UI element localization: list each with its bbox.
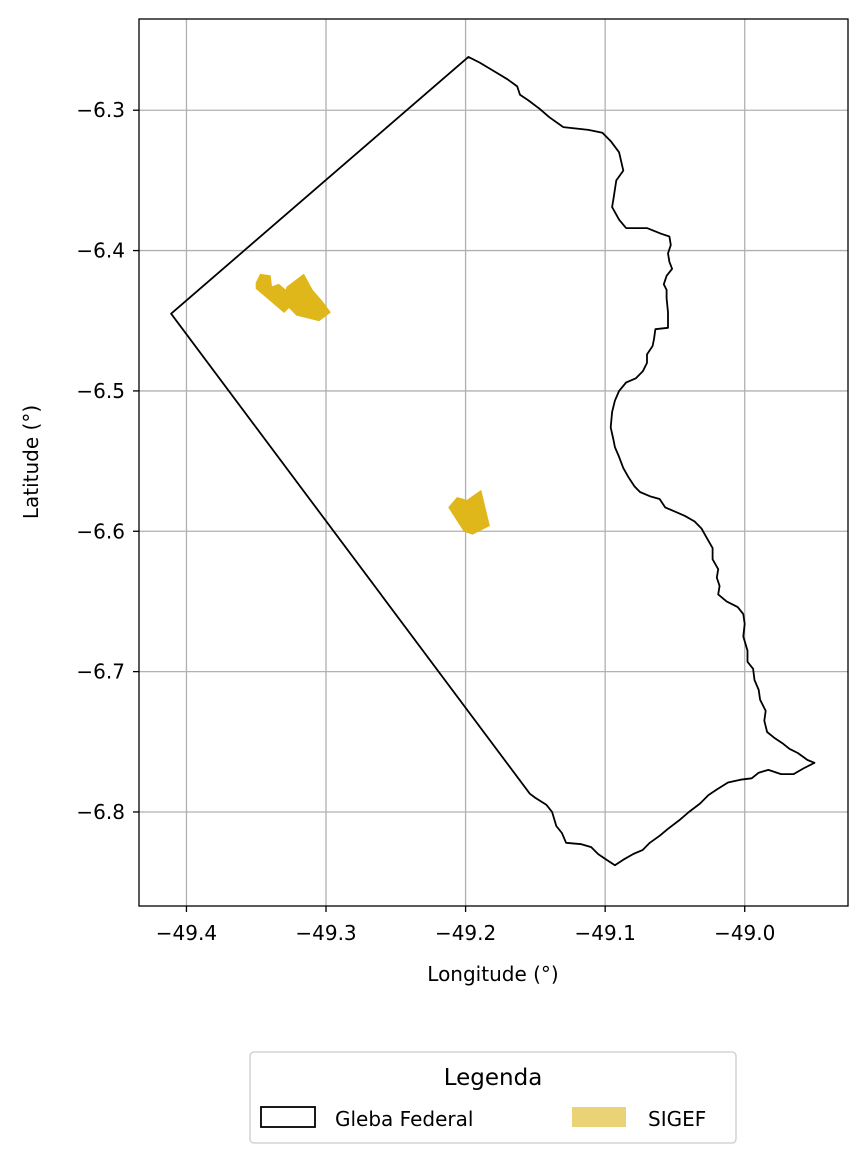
y-tick-label: −6.4 [76,239,125,263]
sigef-polygon [448,490,490,535]
map-layers [170,56,816,867]
x-tick-label: −49.4 [156,921,217,945]
y-tick-label: −6.8 [76,800,125,824]
legend-title: Legenda [444,1065,543,1091]
y-tick-label: −6.6 [76,519,125,543]
y-tick-label: −6.7 [76,660,125,684]
x-axis-label: Longitude (°) [427,962,558,986]
y-tick-label: −6.5 [76,379,125,403]
legend-label-sigef: SIGEF [648,1107,706,1131]
legend-label-gleba-federal: Gleba Federal [335,1107,473,1131]
gleba-federal-polygon [170,56,816,867]
sigef-polygon [282,273,331,322]
x-tick-label: −49.0 [714,921,775,945]
plot-area-frame [138,18,849,907]
legend-swatch-sigef [572,1107,626,1127]
sigef-polygon [255,273,293,313]
x-tick-label: −49.1 [575,921,636,945]
y-axis-label: Latitude (°) [19,405,43,519]
x-tick-label: −49.2 [435,921,496,945]
gridlines [139,19,848,906]
x-tick-label: −49.3 [295,921,356,945]
axis-ticks: −49.4 −49.3 −49.2 −49.1 −49.0 −6.3 −6.4 −6.5 −6.… [76,98,775,945]
legend-swatch-gleba-federal [260,1106,316,1128]
y-tick-label: −6.3 [76,98,125,122]
legend: Legenda Gleba Federal SIGEF [249,1051,737,1144]
